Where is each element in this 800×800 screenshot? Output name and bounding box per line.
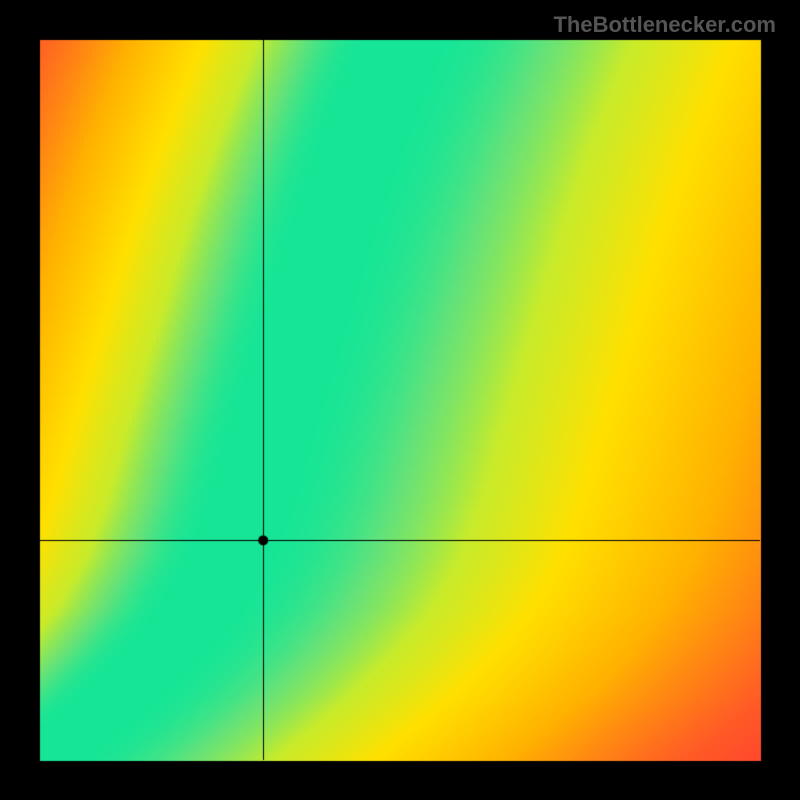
watermark-text: TheBottlenecker.com [553,12,776,38]
chart-container: TheBottlenecker.com [0,0,800,800]
heatmap-canvas [0,0,800,800]
